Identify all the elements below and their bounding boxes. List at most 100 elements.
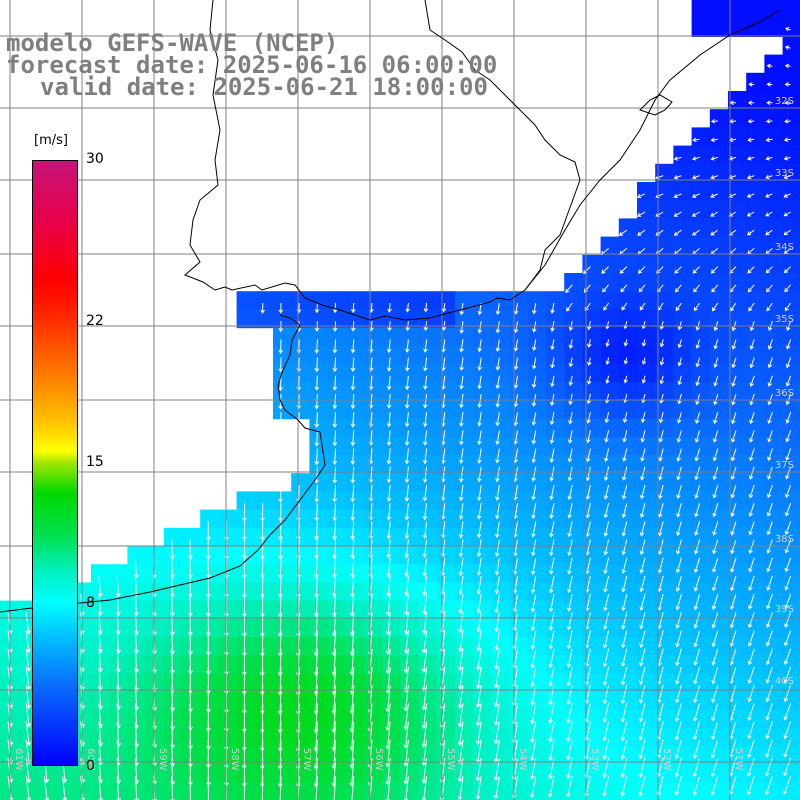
wind-cell <box>600 582 620 602</box>
wind-arrow <box>693 302 701 312</box>
wind-arrow <box>422 393 428 409</box>
wind-arrow <box>385 721 391 750</box>
wind-cell <box>491 473 511 492</box>
wind-arrow <box>531 521 537 538</box>
wind-cell <box>709 491 729 511</box>
wind-arrow <box>783 137 791 143</box>
wind-cell <box>163 600 183 620</box>
wind-arrow <box>710 739 719 759</box>
wind-cell <box>236 637 256 656</box>
wind-cell <box>546 582 565 602</box>
wind-cell <box>163 782 183 800</box>
wind-cell <box>637 564 656 583</box>
wind-cell <box>673 163 693 183</box>
wind-cell <box>218 764 238 784</box>
wind-arrow <box>475 721 482 746</box>
wind-arrow <box>601 266 609 274</box>
wind-arrow <box>493 721 500 745</box>
wind-cell <box>746 72 765 92</box>
wind-cell <box>309 309 329 329</box>
wind-arrow <box>494 685 500 708</box>
wind-cell <box>673 254 693 274</box>
wind-cell <box>600 709 620 729</box>
wind-arrow <box>657 503 664 518</box>
wind-cell <box>364 345 383 365</box>
wind-cell <box>728 163 747 183</box>
wind-cell <box>618 655 638 674</box>
wind-cell <box>455 728 474 747</box>
wind-cell <box>364 728 383 747</box>
wind-arrow <box>711 721 719 740</box>
wind-cell <box>546 509 565 529</box>
wind-cell <box>673 546 693 565</box>
wind-arrow <box>566 612 573 631</box>
wind-arrow <box>605 339 610 348</box>
wind-arrow <box>404 375 410 391</box>
wind-arrow <box>476 666 482 690</box>
wind-cell <box>455 309 474 329</box>
wind-arrow <box>766 284 773 293</box>
wind-cell <box>163 673 183 693</box>
wind-cell <box>564 291 583 310</box>
wind-arrow <box>620 685 628 705</box>
wind-arrow <box>495 466 500 483</box>
wind-cell <box>600 691 620 711</box>
wind-arrow <box>619 266 628 274</box>
wind-arrow <box>548 776 555 798</box>
wind-cell <box>491 309 511 329</box>
wind-arrow <box>692 137 700 143</box>
wind-cell <box>491 345 511 365</box>
wind-cell <box>764 127 784 147</box>
wind-cell <box>709 509 729 529</box>
wind-cell <box>309 491 329 511</box>
wind-cell <box>564 345 583 365</box>
wind-arrow <box>548 575 555 594</box>
wind-arrow <box>640 412 646 424</box>
wind-arrow <box>422 594 428 616</box>
wind-arrow <box>477 466 482 483</box>
wind-arrow <box>494 521 500 539</box>
wind-cell <box>400 418 420 438</box>
wind-cell <box>509 655 529 674</box>
wind-cell <box>509 309 529 329</box>
wind-arrow <box>784 521 792 536</box>
wind-cell <box>691 309 711 329</box>
wind-arrow <box>457 685 464 709</box>
wind-cell <box>473 327 492 347</box>
wind-cell <box>473 309 492 329</box>
wind-cell <box>364 436 383 456</box>
wind-cell <box>473 728 492 747</box>
wind-cell <box>546 527 565 547</box>
wind-cell <box>163 691 183 711</box>
wind-arrow <box>25 648 31 672</box>
wind-cell <box>600 436 620 456</box>
wind-arrow <box>677 321 683 331</box>
wind-arrow <box>550 302 555 314</box>
wind-arrow <box>784 302 792 312</box>
wind-cell <box>764 345 784 365</box>
wind-arrow <box>730 448 737 462</box>
wind-cell <box>218 600 238 620</box>
wind-cell <box>637 291 656 310</box>
wind-cell <box>418 655 438 674</box>
wind-cell <box>746 18 765 37</box>
wind-cell <box>400 327 420 347</box>
wind-cell <box>218 728 238 747</box>
wind-arrow <box>749 375 755 387</box>
wind-arrow <box>477 430 482 446</box>
wind-arrow <box>695 339 701 349</box>
wind-arrow <box>386 466 392 484</box>
wind-arrow <box>475 685 482 709</box>
wind-cell <box>637 345 656 365</box>
wind-cell <box>564 473 583 492</box>
wind-arrow <box>602 630 610 649</box>
wind-arrow <box>748 484 755 499</box>
wind-cell <box>345 291 365 310</box>
wind-cell <box>382 618 401 638</box>
wind-arrow <box>693 594 701 611</box>
wind-cell <box>327 509 347 529</box>
wind-cell <box>473 655 492 674</box>
wind-arrow <box>765 739 773 758</box>
wind-cell <box>673 345 693 365</box>
wind-cell <box>564 327 583 347</box>
